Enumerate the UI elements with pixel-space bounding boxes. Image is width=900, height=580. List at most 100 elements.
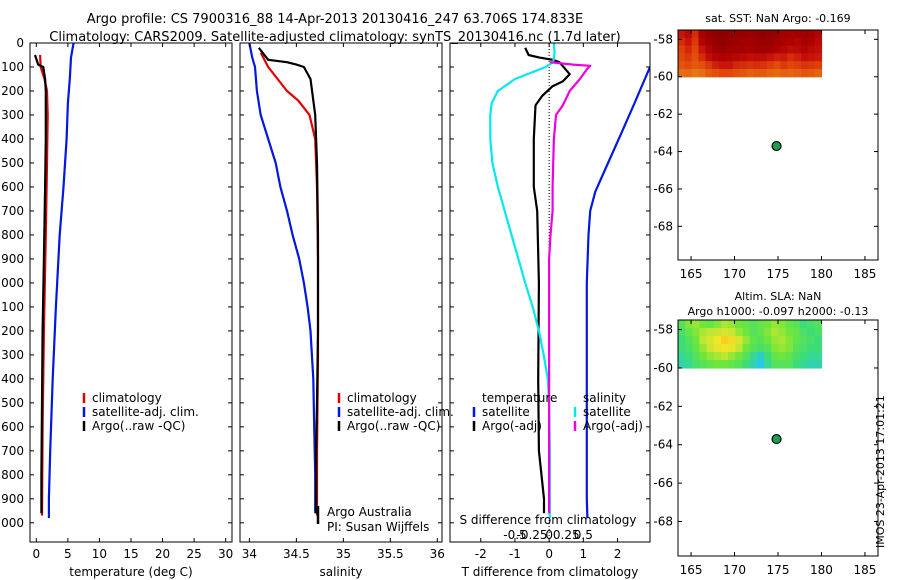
sst-map-cell (684, 45, 693, 54)
sst-map-cell (678, 45, 686, 54)
differences-legend-title-t: temperature (482, 391, 557, 405)
sla-map-cell (735, 359, 744, 369)
sla-map-cell (685, 359, 693, 369)
sla-map-cell (713, 335, 722, 345)
differences-series-0 (585, 66, 650, 519)
differences-s-tick-label-1: -0.25 (517, 528, 548, 542)
differences-s-tick-label-4: 0.5 (574, 528, 593, 542)
sla-map-cell (756, 320, 765, 329)
sst-map-cell (718, 61, 727, 70)
sst-map-cell (773, 53, 782, 62)
sla-map-cell (807, 320, 815, 329)
sla-map-cell (742, 359, 751, 369)
temperature-ytick-label-19: 1900 (0, 492, 24, 506)
sst-map-cell (705, 53, 713, 62)
sla-map-cell (771, 335, 780, 345)
sla-map-xtick-label-1: 170 (723, 563, 746, 577)
sst-map-xtick-label-0: 165 (680, 267, 703, 281)
sst-map-cell (725, 68, 734, 78)
sst-map-cell (807, 53, 816, 62)
sst-map-cell (705, 68, 713, 78)
plot-title-line2: Climatology: CARS2009. Satellite-adjuste… (49, 30, 621, 45)
sst-map-cell (725, 61, 734, 70)
salinity-xtick-label-2: 35 (336, 547, 351, 561)
salinity-annotation-0: Argo Australia (327, 505, 412, 519)
sla-map-cell (728, 335, 736, 345)
sla-map-cell (742, 335, 751, 345)
temperature-series-1 (47, 43, 75, 518)
sst-map-cell (814, 68, 823, 78)
sla-map-cell (814, 351, 823, 361)
sst-map-cell (732, 45, 741, 54)
sla-map-cell (778, 327, 787, 337)
sst-map-cell (794, 37, 802, 47)
sst-map-cell (678, 53, 686, 62)
sla-map-cell (778, 359, 787, 369)
sst-map-cell (684, 30, 693, 39)
differences-frame (449, 42, 651, 543)
differences-legend-s-label-1: Argo(-adj) (583, 419, 643, 433)
sla-map-cell (799, 343, 808, 353)
sst-map-cell (705, 61, 713, 70)
sla-map-cell (807, 351, 815, 361)
sst-map-cell (780, 53, 788, 62)
sst-map-cell (759, 30, 768, 39)
sst-map-cell (814, 37, 823, 47)
sst-map-cell (800, 61, 809, 70)
sla-map-cell (807, 335, 815, 345)
sst-map-heatmap-grid (678, 30, 823, 78)
sla-map-cell (807, 343, 815, 353)
sla-map-cell (807, 359, 815, 369)
sla-map-cell (721, 343, 729, 353)
sst-map-cell (807, 61, 816, 70)
sla-map-ytick-label-2: -62 (653, 399, 673, 413)
sst-map-cell (794, 30, 802, 39)
sst-map-cell (753, 61, 761, 70)
sla-map-cell (692, 343, 701, 353)
sla-map-cell (728, 327, 736, 337)
sla-map-cell (678, 327, 686, 337)
sst-map-cell (759, 61, 768, 70)
sla-map-cell (678, 335, 686, 345)
sst-map-cell (759, 53, 768, 62)
temperature-legend-label-1: satellite-adj. clim. (92, 405, 199, 419)
sst-map-cell (753, 45, 761, 54)
sla-map-xtick-label-2: 175 (767, 563, 790, 577)
sst-map-cell (753, 68, 761, 78)
sst-map-cell (780, 30, 788, 39)
sla-map-cell (678, 359, 686, 369)
sla-map-cell (685, 320, 693, 329)
salinity-series-1 (248, 43, 317, 514)
sst-map-cell (678, 30, 686, 39)
temperature-xtick-label-1: 5 (64, 547, 72, 561)
sla-map-cell (742, 320, 751, 329)
sst-map-cell (684, 53, 693, 62)
differences-legend-t-label-0: satellite (482, 405, 530, 419)
sla-map-cell (678, 343, 686, 353)
temperature-xtick-label-2: 10 (92, 547, 107, 561)
sst-map-cell (800, 45, 809, 54)
temperature-ytick-label-0: 0 (16, 36, 24, 50)
sst-map-cell (678, 68, 686, 78)
temperature-ytick-label-13: 1300 (0, 348, 24, 362)
sla-map-cell (764, 335, 772, 345)
sst-map-cell (766, 53, 775, 62)
sst-map-cell (794, 68, 802, 78)
sst-map-cell (780, 37, 788, 47)
sla-map-ytick-label-3: -64 (653, 438, 673, 452)
sst-map-cell (698, 45, 706, 54)
sla-map-cell (764, 327, 772, 337)
sla-map-cell (814, 327, 823, 337)
differences-xlabel-top: S difference from climatology (460, 513, 637, 527)
sst-map-cell (732, 53, 741, 62)
sla-map-xtick-label-3: 180 (810, 563, 833, 577)
sst-map-cell (780, 61, 788, 70)
sla-map-cell (778, 343, 787, 353)
sst-map-cell (746, 37, 754, 47)
sst-map-cell (800, 53, 809, 62)
sst-map-cell (712, 30, 720, 39)
sla-map-cell (706, 335, 715, 345)
sst-map-argo-float-marker (771, 140, 782, 152)
sla-map-cell (699, 335, 708, 345)
